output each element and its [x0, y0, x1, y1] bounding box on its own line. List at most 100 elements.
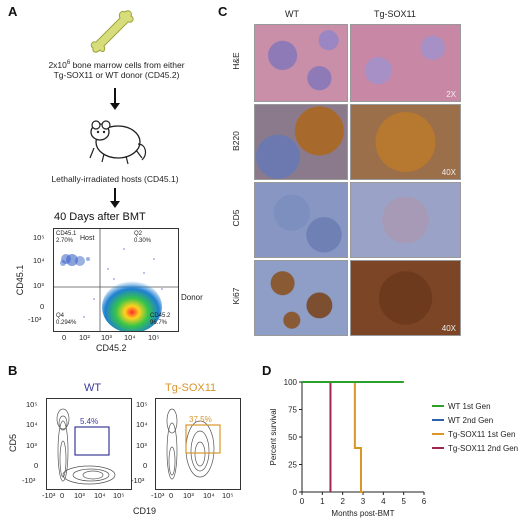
row-label-cd5: CD5 — [231, 209, 241, 227]
legend-label: WT 1st Gen — [448, 402, 491, 411]
y-tick-label: 75 — [288, 406, 297, 415]
flow-a-xtick-4: 10⁴ — [124, 333, 136, 342]
q1-name: CD45.1 — [56, 231, 77, 237]
q4-value: 0.294% — [56, 320, 77, 326]
b220-tg-image: 40X — [350, 104, 461, 180]
b-xtick-2: 0 — [60, 491, 65, 500]
flow-a-ytick-2: 10⁴ — [33, 256, 45, 265]
x-tick-label: 0 — [300, 497, 305, 506]
q4-name: Q4 — [56, 313, 65, 319]
flow-a-ytick-5: -10³ — [28, 315, 42, 324]
flow-a-xtick-2: 10² — [79, 333, 90, 342]
b-xtick-3: 10³ — [74, 491, 85, 500]
he-tg-image: 2X — [350, 24, 461, 102]
flow-plot-wt: 5.4% — [46, 398, 132, 490]
flow-arrow-2 — [114, 188, 116, 202]
b-ytick-3: 10³ — [26, 441, 37, 450]
col-head-wt: WT — [285, 9, 299, 19]
flow-arrow-1 — [114, 88, 116, 104]
b2-xtick-4: 10⁴ — [203, 491, 215, 500]
b220-wt-image — [254, 104, 348, 180]
x-tick-label: 3 — [361, 497, 366, 506]
survival-chart: 0 25 50 75 100 0 1 2 3 4 5 6 Months post-BMT Percent … — [269, 378, 518, 518]
b-xtick-5: 10⁵ — [113, 491, 125, 500]
series-line-tg-sox11-1st-gen — [302, 381, 363, 493]
y-tick-label: 25 — [288, 461, 297, 470]
b-ytick-5: -10³ — [22, 476, 36, 485]
donor-cells-rest: bone marrow cells from either — [70, 60, 185, 70]
x-axis-label: Months post-BMT — [331, 509, 394, 518]
col-head-tg: Tg-SOX11 — [374, 9, 416, 19]
flow-a-xlabel: CD45.2 — [96, 343, 127, 353]
b2-xtick-5: 10⁵ — [222, 491, 234, 500]
b2-xtick-2: 0 — [169, 491, 174, 500]
flow-arrow-2-head — [110, 201, 120, 208]
ki67-tg-image: 40X — [350, 260, 461, 336]
q1-value: 2.70% — [56, 238, 74, 244]
q3-value: 96.7% — [150, 320, 168, 326]
b2-ytick-1: 10⁵ — [136, 400, 148, 409]
b-xlabel: CD19 — [133, 506, 157, 516]
b-ytick-1: 10⁵ — [26, 400, 38, 409]
wt-gate — [74, 426, 110, 456]
mag-2x-label: 2X — [446, 90, 456, 99]
x-tick-label: 5 — [401, 497, 406, 506]
b-xtick-1: -10³ — [42, 491, 56, 500]
legend-label: Tg-SOX11 2nd Gen — [448, 444, 518, 453]
flow-arrow-1-head — [110, 103, 120, 110]
b2-ytick-3: 10³ — [136, 441, 147, 450]
cd5-tg-image — [350, 182, 461, 258]
flow-plot-tg-contours — [166, 408, 221, 480]
donor-cells-text: 2x106 bone marrow cells from either Tg-S… — [34, 60, 199, 80]
flow-a-xtick-5: 10⁵ — [148, 333, 160, 342]
q3-label: CD45.2 96.7% — [150, 313, 170, 327]
timepoint-title: 40 Days after BMT — [54, 211, 146, 223]
b-xtick-4: 10⁴ — [94, 491, 106, 500]
mag-40x-label: 40X — [441, 168, 456, 177]
q1-label: CD45.1 2.70% — [56, 231, 76, 245]
x-tick-label: 4 — [381, 497, 386, 506]
ki67-wt-image — [254, 260, 348, 336]
flow-a-ytick-3: 10³ — [33, 281, 44, 290]
panel-c-letter: C — [218, 4, 228, 19]
y-tick-label: 0 — [293, 488, 298, 497]
y-tick-label: 100 — [284, 378, 298, 387]
host-text: Lethally-irradiated hosts (CD45.1) — [51, 174, 179, 184]
x-tick-label: 6 — [422, 497, 427, 506]
q2-label: Q2 0.30% — [134, 231, 151, 245]
flow-a-ylabel: CD45.1 — [15, 264, 25, 296]
series-line-tg-sox11-2nd-gen — [302, 381, 332, 492]
panel-a-letter: A — [8, 4, 18, 19]
x-tick-label: 2 — [340, 497, 345, 506]
b2-ytick-2: 10⁴ — [136, 420, 148, 429]
panel-d-letter: D — [262, 363, 272, 378]
b-ytick-2: 10⁴ — [26, 420, 38, 429]
b2-ytick-4: 0 — [143, 461, 148, 470]
mag-40x-label-2: 40X — [441, 324, 456, 333]
he-wt-image — [254, 24, 348, 102]
cd5-wt-image — [254, 182, 348, 258]
legend-label: Tg-SOX11 1st Gen — [448, 430, 515, 439]
b-ytick-4: 0 — [34, 461, 39, 470]
y-axis-label: Percent survival — [269, 408, 278, 465]
donor-source-text: Tg-SOX11 or WT donor (CD45.2) — [53, 70, 180, 81]
b2-xtick-1: -10³ — [151, 491, 165, 500]
q4-label: Q4 0.294% — [56, 313, 76, 327]
flow-a-xtick-3: 10³ — [101, 333, 112, 342]
flow-plot-cd45: CD45.1 2.70% Host Q2 0.30% Q4 0.294% CD4… — [53, 228, 179, 333]
b2-ytick-5: -10³ — [131, 476, 145, 485]
row-label-he: H&E — [231, 52, 241, 70]
q2-value: 0.30% — [134, 238, 152, 244]
donor-cells-count: 2x10 — [48, 60, 67, 70]
row-label-ki67: Ki67 — [231, 287, 241, 305]
flow-a-xtick-1: 0 — [62, 333, 67, 342]
flow-plot-tg: 37.5% — [155, 398, 241, 490]
row-label-b220: B220 — [231, 131, 241, 151]
tg-gate — [185, 424, 221, 454]
flow-a-ytick-1: 10⁵ — [33, 233, 45, 242]
bone-icon — [90, 10, 134, 53]
donor-label: Donor — [181, 293, 203, 302]
x-tick-label: 1 — [320, 497, 325, 506]
flow-plot-cd45-canvas — [54, 229, 178, 333]
donor-cells-exponent: 6 — [66, 60, 71, 67]
